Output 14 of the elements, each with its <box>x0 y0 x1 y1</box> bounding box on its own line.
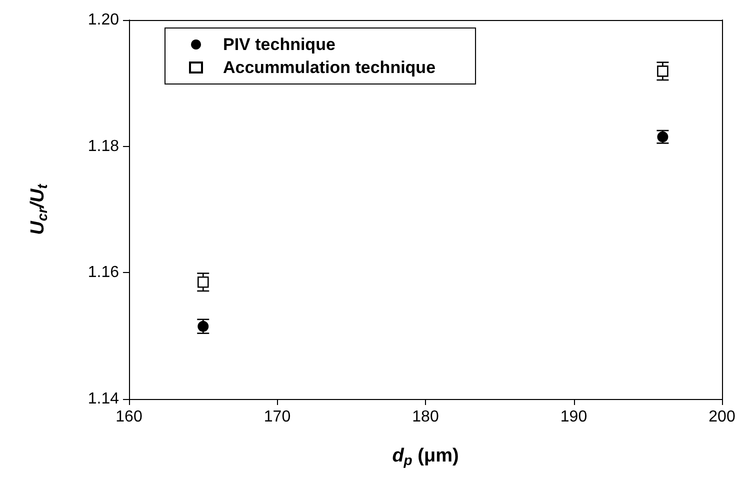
x-tick-label: 190 <box>560 408 588 426</box>
y-tick-label: 1.20 <box>88 12 120 28</box>
y-axis-title: Ucr/Ut <box>28 182 50 235</box>
legend-label: Accummulation technique <box>223 58 436 77</box>
x-tick-label: 180 <box>412 408 439 426</box>
point <box>657 66 668 77</box>
point <box>197 276 209 288</box>
x-tick-label: 160 <box>116 408 142 426</box>
y-tick-label: 1.14 <box>88 390 120 408</box>
y-tick-label: 1.18 <box>88 138 120 155</box>
y-tick-label: 1.16 <box>88 264 120 282</box>
x-tick-label: 200 <box>708 408 736 426</box>
x-tick-label: 170 <box>264 408 291 426</box>
legend-label: PIV technique <box>223 35 336 54</box>
